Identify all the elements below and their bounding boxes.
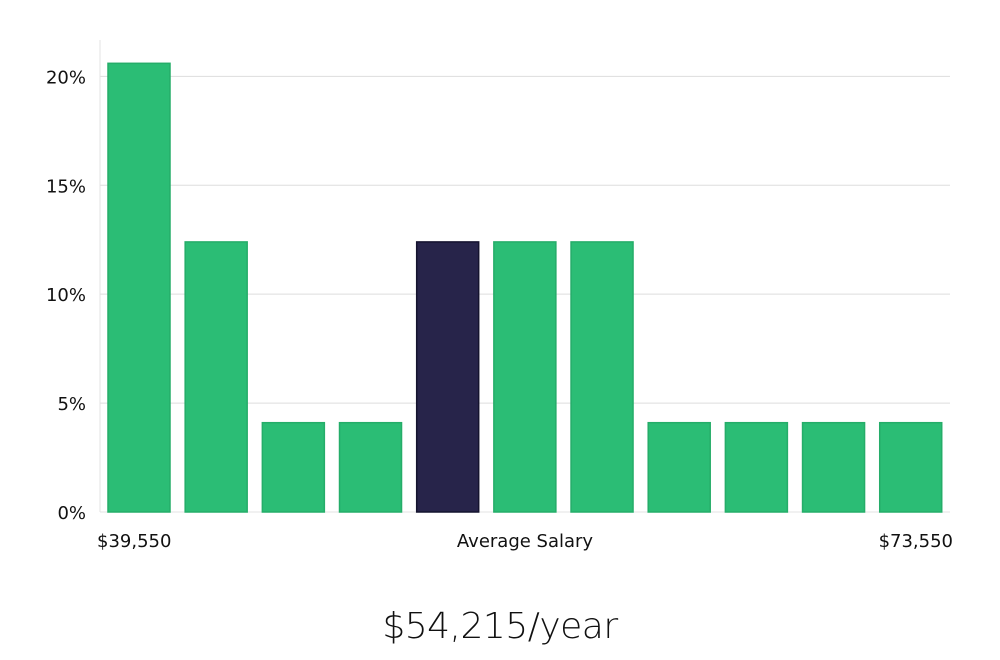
bar [570, 241, 634, 513]
y-tick-labels: 0% 5% 10% 15% 20% [46, 67, 86, 524]
x-min-label: $39,550 [97, 531, 171, 552]
bars [107, 62, 943, 513]
bar [338, 421, 403, 513]
x-axis-title: Average Salary [457, 531, 594, 552]
y-tick-label: 15% [46, 176, 86, 197]
y-tick-label: 20% [46, 67, 86, 88]
bar [261, 421, 326, 513]
y-tick-label: 5% [57, 394, 86, 415]
salary-histogram-chart: 0% 5% 10% 15% 20% $39,550 Average Salary $73… [46, 40, 953, 552]
y-tick-label: 0% [57, 503, 86, 524]
bar [647, 421, 711, 513]
bar [801, 421, 866, 513]
bar-highlighted [415, 241, 480, 513]
y-tick-label: 10% [46, 285, 86, 306]
average-salary-value: $54,215/year [382, 606, 618, 647]
bar [107, 62, 171, 513]
bar [493, 241, 557, 513]
bar [184, 241, 248, 513]
bar [724, 421, 789, 513]
bar [878, 421, 943, 513]
x-max-label: $73,550 [879, 531, 953, 552]
